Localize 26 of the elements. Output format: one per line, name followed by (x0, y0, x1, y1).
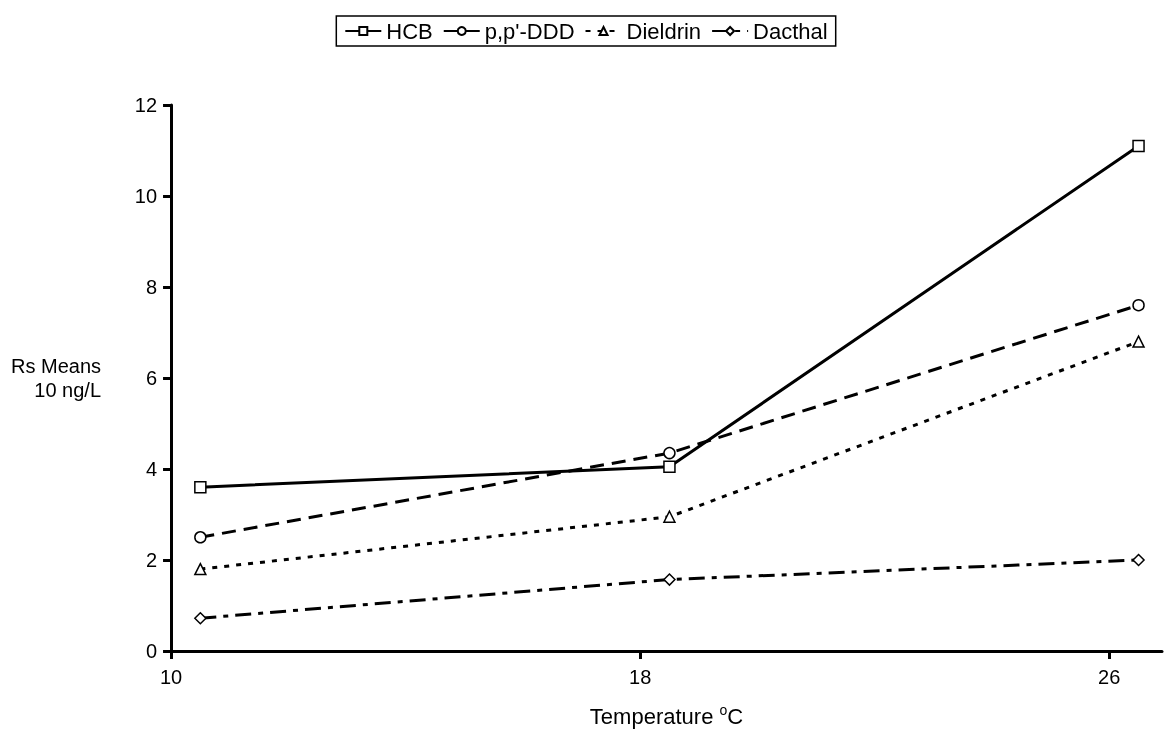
y-tick-label: 10 (134, 185, 158, 207)
y-tick-label: 12 (134, 94, 158, 116)
point (663, 460, 676, 473)
point (1132, 298, 1145, 312)
point (1132, 139, 1145, 153)
y-tick-label: 0 (145, 640, 158, 662)
point (194, 531, 207, 544)
legend-label: p,p'-DDD (484, 18, 575, 44)
y-tick-label: 2 (145, 549, 158, 571)
x-tick-label: 18 (629, 666, 652, 688)
point (1132, 335, 1145, 348)
y-tick-label: 8 (145, 276, 158, 298)
y-tick-label: 6 (145, 367, 158, 389)
legend-label: HCB (386, 18, 433, 44)
y-tick-label: 4 (145, 458, 158, 480)
point (663, 510, 676, 524)
point (663, 573, 676, 586)
point (663, 446, 676, 460)
legend-label: Dacthal (753, 18, 828, 44)
legend-label: Dieldrin (626, 18, 702, 44)
point (194, 611, 207, 625)
point (194, 480, 207, 494)
x-tick-label: 26 (1098, 666, 1121, 688)
point (194, 562, 207, 576)
x-tick-label: 10 (159, 666, 183, 688)
y-axis-title: Rs Means 10 ng/L (11, 355, 102, 401)
